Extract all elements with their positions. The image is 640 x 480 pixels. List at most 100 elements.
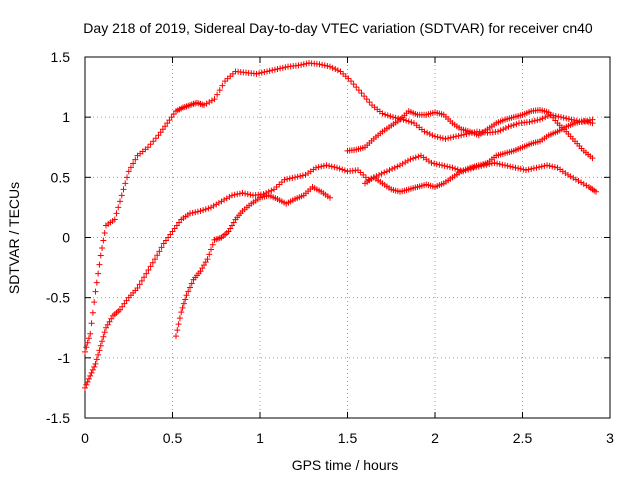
data-point <box>449 164 456 171</box>
data-point <box>513 121 520 128</box>
data-point <box>404 157 411 164</box>
data-point <box>381 169 388 176</box>
data-point <box>197 208 204 215</box>
data-point <box>127 164 134 171</box>
data-point <box>593 188 599 195</box>
data-point <box>446 164 453 171</box>
data-point <box>537 116 543 123</box>
data-point <box>402 159 409 166</box>
data-point <box>538 163 545 170</box>
data-point <box>555 113 562 120</box>
data-point <box>194 208 201 215</box>
data-point <box>208 97 215 104</box>
data-point <box>242 190 249 197</box>
data-point <box>397 162 403 169</box>
y-tick-label: -1 <box>58 350 71 366</box>
data-point <box>366 99 373 106</box>
data-point <box>439 135 446 142</box>
data-point <box>421 128 428 135</box>
data-point <box>399 160 406 167</box>
data-point <box>119 303 126 310</box>
data-point <box>117 306 123 313</box>
data-point <box>210 202 217 209</box>
series-arc-3 <box>173 183 333 340</box>
data-point <box>87 372 94 379</box>
data-point <box>463 131 470 138</box>
data-point <box>458 132 465 139</box>
data-point <box>199 265 206 272</box>
data-point <box>170 111 177 118</box>
data-point <box>150 138 157 145</box>
data-point <box>358 90 365 97</box>
data-point <box>324 63 331 70</box>
y-tick-label: 0.5 <box>51 169 71 185</box>
data-point <box>334 67 341 74</box>
data-point <box>454 166 461 173</box>
data-point <box>570 174 577 181</box>
data-point <box>321 62 328 69</box>
y-axis-label: SDTVAR / TECUs <box>6 182 22 294</box>
x-tick-label: 3 <box>606 430 614 446</box>
data-point <box>229 192 235 199</box>
data-point <box>141 274 148 281</box>
data-point <box>223 195 230 202</box>
data-point <box>578 179 585 186</box>
data-point <box>152 135 159 142</box>
data-point <box>568 116 575 123</box>
data-point <box>168 114 175 121</box>
data-point <box>491 159 498 166</box>
data-point <box>394 163 401 170</box>
data-point <box>391 164 398 171</box>
data-point <box>444 163 451 170</box>
data-point <box>225 228 232 235</box>
data-point <box>93 356 100 363</box>
data-point <box>549 163 556 170</box>
data-point <box>328 163 335 170</box>
data-point <box>353 84 360 91</box>
data-point <box>84 339 91 346</box>
data-point <box>323 162 330 169</box>
data-point <box>334 164 340 171</box>
data-point <box>437 134 444 141</box>
data-point <box>93 279 100 286</box>
data-point <box>258 69 265 76</box>
data-point <box>173 333 179 340</box>
data-point <box>319 61 326 68</box>
data-point <box>152 256 158 263</box>
data-point <box>171 225 178 232</box>
data-point <box>226 193 233 200</box>
data-point <box>183 292 190 299</box>
data-point <box>165 234 172 241</box>
data-point <box>439 162 445 169</box>
data-point <box>125 168 132 175</box>
x-tick-label: 2.5 <box>513 430 533 446</box>
data-point <box>145 144 151 151</box>
data-point <box>231 191 238 198</box>
data-point <box>219 82 226 89</box>
data-point <box>215 199 222 206</box>
data-point <box>525 166 532 173</box>
data-point <box>236 190 243 197</box>
data-point <box>197 268 204 275</box>
data-point <box>363 96 370 103</box>
data-point <box>147 141 154 148</box>
data-point <box>424 129 431 136</box>
data-point <box>589 120 596 127</box>
data-point <box>100 333 107 340</box>
data-point <box>169 228 176 235</box>
data-point <box>384 112 391 119</box>
data-point <box>408 119 415 126</box>
y-tick-label: -1.5 <box>46 410 70 426</box>
data-point <box>175 321 182 328</box>
data-point <box>531 117 538 124</box>
data-point <box>329 64 336 71</box>
data-point <box>156 248 163 255</box>
data-point <box>536 164 543 171</box>
data-point <box>289 174 296 181</box>
data-point <box>428 159 435 166</box>
data-point <box>179 304 186 311</box>
data-point <box>159 126 166 133</box>
data-point <box>211 96 218 103</box>
data-point <box>269 67 276 74</box>
data-point <box>560 114 567 121</box>
